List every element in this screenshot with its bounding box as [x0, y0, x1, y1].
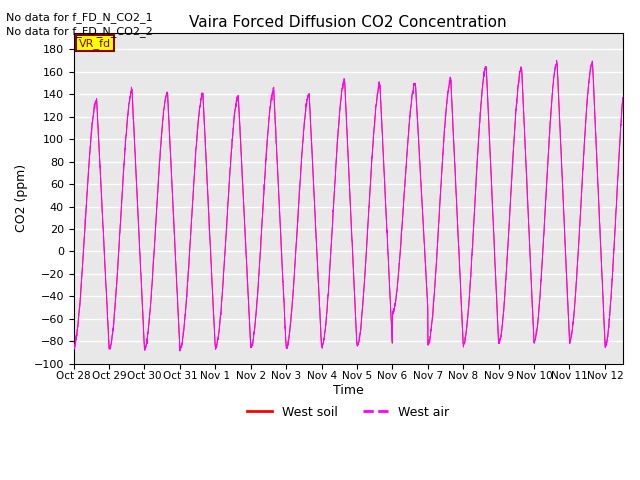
Legend: West soil, West air: West soil, West air [242, 401, 454, 424]
Y-axis label: CO2 (ppm): CO2 (ppm) [15, 164, 28, 232]
Title: Vaira Forced Diffusion CO2 Concentration: Vaira Forced Diffusion CO2 Concentration [189, 15, 507, 30]
Text: No data for f_FD_N_CO2_2: No data for f_FD_N_CO2_2 [6, 26, 153, 37]
X-axis label: Time: Time [333, 384, 364, 397]
Text: No data for f_FD_N_CO2_1: No data for f_FD_N_CO2_1 [6, 12, 153, 23]
Text: VR_fd: VR_fd [79, 38, 111, 48]
